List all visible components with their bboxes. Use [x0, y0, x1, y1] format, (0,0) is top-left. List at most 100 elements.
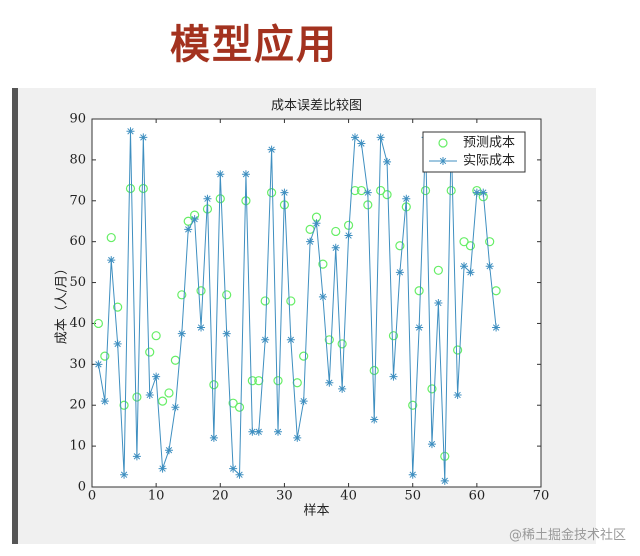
- data-point: [132, 452, 141, 461]
- data-point: [286, 335, 295, 344]
- data-point: [125, 183, 136, 194]
- y-tick-label: 40: [69, 316, 86, 331]
- y-tick-label: 60: [69, 234, 86, 249]
- data-point: [247, 376, 257, 386]
- data-point: [164, 446, 173, 455]
- data-point: [324, 335, 334, 345]
- data-point: [145, 347, 155, 357]
- y-tick-label: 0: [78, 480, 86, 495]
- data-point: [274, 427, 283, 436]
- data-point: [241, 170, 250, 179]
- data-point: [126, 127, 135, 136]
- data-point: [248, 427, 257, 436]
- data-point: [331, 226, 341, 237]
- data-point: [196, 286, 206, 296]
- data-point: [357, 139, 366, 148]
- data-point: [229, 464, 238, 473]
- data-point: [382, 190, 392, 200]
- y-axis-label: 成本（人/月）: [55, 262, 70, 344]
- data-point: [395, 268, 404, 277]
- data-point: [427, 440, 436, 449]
- data-point: [197, 323, 206, 332]
- data-point: [338, 384, 347, 393]
- data-point: [466, 268, 475, 277]
- data-point: [433, 265, 443, 275]
- data-point: [261, 335, 270, 344]
- y-tick-label: 20: [69, 398, 86, 413]
- data-point: [106, 232, 116, 243]
- x-tick-label: 40: [340, 489, 357, 504]
- data-point: [299, 351, 309, 361]
- data-point: [427, 384, 437, 394]
- data-point: [383, 157, 392, 166]
- data-point: [222, 290, 232, 300]
- data-point: [260, 296, 270, 306]
- data-point: [459, 237, 469, 247]
- data-point: [158, 464, 167, 473]
- plot-area: [91, 118, 542, 488]
- data-point: [402, 194, 411, 203]
- data-point: [325, 378, 334, 387]
- data-point: [280, 188, 289, 197]
- data-point: [93, 318, 104, 329]
- data-point: [395, 241, 405, 251]
- data-point: [273, 376, 283, 386]
- data-point: [440, 476, 449, 485]
- data-point: [138, 183, 148, 194]
- data-point: [299, 397, 308, 406]
- data-point: [139, 133, 148, 142]
- data-point: [312, 219, 321, 228]
- data-point: [216, 170, 225, 179]
- data-point: [485, 237, 495, 247]
- data-point: [120, 470, 129, 479]
- data-point: [132, 392, 142, 402]
- data-point: [460, 262, 469, 271]
- data-point: [376, 185, 386, 196]
- data-point: [414, 286, 424, 296]
- data-point: [151, 331, 161, 341]
- data-point: [157, 396, 168, 406]
- y-tick-label: 80: [69, 152, 86, 167]
- data-point: [492, 323, 501, 332]
- data-point: [337, 339, 347, 349]
- data-point: [453, 391, 462, 399]
- legend-label: 实际成本: [463, 154, 515, 169]
- x-tick-label: 30: [276, 489, 293, 504]
- data-point: [107, 256, 116, 265]
- data-point: [228, 398, 238, 408]
- y-tick-label: 70: [69, 193, 86, 208]
- data-point: [235, 470, 244, 479]
- data-point: [234, 402, 245, 412]
- data-point: [479, 188, 488, 197]
- data-point: [472, 188, 481, 197]
- data-point: [370, 415, 379, 424]
- data-point: [420, 185, 431, 196]
- data-point: [363, 188, 372, 197]
- data-point: [119, 400, 129, 410]
- data-point: [376, 133, 385, 142]
- x-tick-label: 60: [469, 489, 486, 504]
- data-point: [100, 351, 110, 361]
- data-point: [203, 194, 212, 203]
- x-tick-label: 70: [533, 489, 550, 504]
- data-point: [177, 290, 187, 300]
- data-point: [344, 231, 353, 240]
- x-tick-label: 20: [212, 489, 229, 504]
- y-tick-label: 90: [69, 112, 86, 127]
- data-point: [209, 433, 218, 442]
- data-point: [286, 296, 296, 306]
- data-point: [113, 339, 122, 348]
- data-point: [177, 329, 186, 338]
- legend-box: [422, 131, 526, 173]
- data-point: [331, 243, 340, 252]
- data-point: [145, 391, 154, 399]
- data-point: [446, 185, 456, 196]
- watermark: @稀土掘金技术社区: [508, 528, 626, 543]
- data-point: [164, 388, 174, 398]
- data-point: [485, 262, 494, 271]
- data-point: [293, 433, 302, 442]
- legend-marker: [438, 138, 448, 148]
- legend-label: 预测成本: [463, 136, 515, 151]
